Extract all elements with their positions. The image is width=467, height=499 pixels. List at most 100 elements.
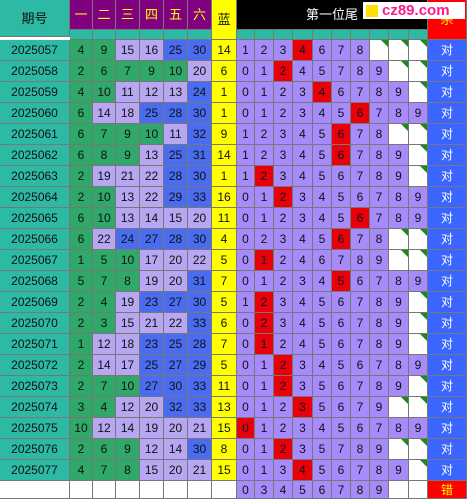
row-red-ball: 27	[140, 229, 164, 250]
row-tail-empty	[409, 124, 428, 145]
row-red-ball: 30	[164, 376, 188, 397]
row-red-ball: 14	[164, 439, 188, 460]
row-red-ball: 15	[140, 460, 164, 481]
row-tail-cell: 0	[237, 82, 255, 103]
row-tail-hit: 3	[293, 397, 313, 418]
row-kill-result: 对	[428, 397, 467, 418]
row-tail-cell: 3	[274, 166, 293, 187]
row-red-ball: 15	[164, 208, 188, 229]
row-blue-ball: 6	[212, 61, 237, 82]
header-tail-sub	[237, 30, 255, 40]
row-tail-cell: 6	[332, 334, 351, 355]
row-blue-ball: 11	[212, 208, 237, 229]
row-tail-cell: 0	[237, 103, 255, 124]
row-tail-empty	[409, 61, 428, 82]
row-period: 2025072	[0, 355, 70, 376]
row-tail-cell: 0	[237, 61, 255, 82]
row-red-ball: 6	[70, 124, 93, 145]
row-tail-cell: 8	[370, 292, 389, 313]
row-tail-cell: 4	[313, 271, 332, 292]
row-red-ball: 33	[188, 397, 212, 418]
row-tail-cell: 1	[255, 271, 274, 292]
row-red-ball: 33	[188, 376, 212, 397]
row-red-ball: 17	[140, 250, 164, 271]
row-period: 2025069	[0, 292, 70, 313]
row-tail-cell: 5	[313, 124, 332, 145]
row-tail-cell: 7	[332, 439, 351, 460]
row-tail-empty	[409, 334, 428, 355]
row-tail-cell: 7	[370, 271, 389, 292]
row-red-ball: 18	[116, 103, 140, 124]
row-red-ball: 29	[188, 355, 212, 376]
row-tail-hit: 1	[255, 250, 274, 271]
row-tail-cell: 1	[237, 40, 255, 61]
row-tail-cell: 9	[370, 397, 389, 418]
row-tail-empty	[389, 124, 409, 145]
row-tail-empty	[370, 40, 389, 61]
row-red-ball: 18	[116, 334, 140, 355]
row-tail-cell: 3	[274, 40, 293, 61]
row-kill-result: 对	[428, 124, 467, 145]
row-tail-cell: 1	[255, 103, 274, 124]
row-tail-cell: 4	[293, 292, 313, 313]
row-kill-result: 对	[428, 187, 467, 208]
row-red-ball: 33	[188, 313, 212, 334]
row-period: 2025076	[0, 439, 70, 460]
row-red-ball: 13	[164, 82, 188, 103]
row-tail-cell: 1	[255, 208, 274, 229]
header-red-col-sub	[140, 30, 164, 40]
row-kill-result: 对	[428, 292, 467, 313]
footer-red	[188, 481, 212, 499]
row-tail-empty	[409, 460, 428, 481]
footer-tail-cell: 7	[332, 481, 351, 499]
row-blue-ball: 1	[212, 166, 237, 187]
footer-red	[116, 481, 140, 499]
row-kill-result: 对	[428, 145, 467, 166]
row-red-ball: 33	[188, 187, 212, 208]
row-period: 2025058	[0, 61, 70, 82]
row-tail-cell: 6	[332, 313, 351, 334]
row-red-ball: 7	[116, 61, 140, 82]
row-tail-cell: 8	[389, 103, 409, 124]
row-red-ball: 12	[116, 397, 140, 418]
row-tail-cell: 5	[313, 61, 332, 82]
row-red-ball: 7	[93, 376, 116, 397]
row-red-ball: 22	[140, 187, 164, 208]
row-tail-empty	[409, 439, 428, 460]
row-red-ball: 19	[140, 418, 164, 439]
row-red-ball: 27	[164, 355, 188, 376]
row-blue-ball: 14	[212, 145, 237, 166]
row-red-ball: 13	[116, 208, 140, 229]
row-tail-hit: 1	[255, 334, 274, 355]
row-red-ball: 6	[93, 439, 116, 460]
row-tail-cell: 4	[293, 250, 313, 271]
row-tail-cell: 0	[237, 271, 255, 292]
row-blue-ball: 1	[212, 103, 237, 124]
row-tail-cell: 4	[293, 166, 313, 187]
row-red-ball: 12	[140, 82, 164, 103]
header-period: 期号	[0, 0, 70, 37]
row-tail-cell: 9	[409, 187, 428, 208]
row-tail-cell: 7	[351, 334, 370, 355]
row-tail-cell: 0	[237, 334, 255, 355]
row-blue-ball: 7	[212, 271, 237, 292]
row-red-ball: 25	[164, 334, 188, 355]
row-tail-hit: 5	[332, 271, 351, 292]
row-red-ball: 10	[93, 82, 116, 103]
row-kill-result: 对	[428, 460, 467, 481]
row-tail-cell: 4	[313, 187, 332, 208]
row-tail-cell: 1	[237, 124, 255, 145]
row-tail-cell: 2	[274, 103, 293, 124]
row-red-ball: 19	[93, 166, 116, 187]
row-red-ball: 2	[70, 313, 93, 334]
row-red-ball: 4	[70, 82, 93, 103]
row-tail-cell: 4	[313, 208, 332, 229]
row-red-ball: 21	[188, 460, 212, 481]
row-blue-ball: 6	[212, 313, 237, 334]
row-tail-cell: 5	[313, 460, 332, 481]
row-tail-hit: 2	[255, 292, 274, 313]
row-red-ball: 7	[93, 271, 116, 292]
row-tail-cell: 8	[351, 61, 370, 82]
site-logo[interactable]: cz89.com	[363, 2, 465, 19]
row-red-ball: 12	[93, 418, 116, 439]
